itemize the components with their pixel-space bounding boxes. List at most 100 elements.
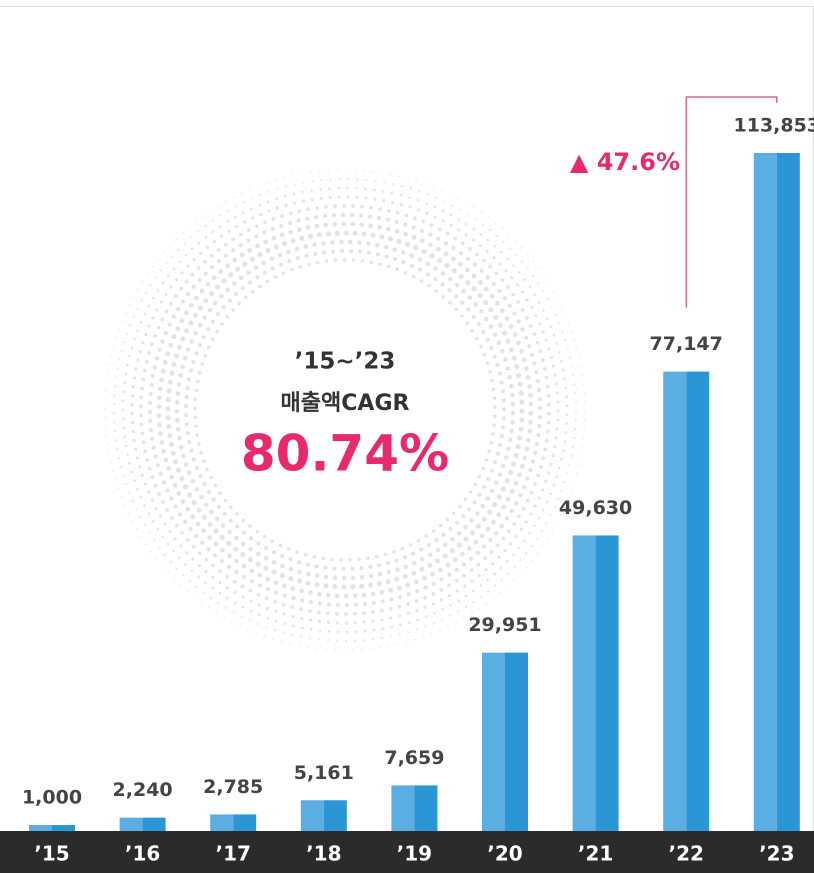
ring-dot bbox=[207, 307, 213, 313]
ring-dot bbox=[255, 275, 260, 280]
ring-dot bbox=[530, 305, 534, 310]
ring-dot bbox=[451, 245, 456, 251]
ring-dot bbox=[264, 596, 269, 601]
ring-dot bbox=[187, 492, 193, 498]
ring-dot bbox=[576, 348, 578, 350]
ring-dot bbox=[256, 592, 261, 597]
ring-dot bbox=[541, 545, 544, 547]
ring-dot bbox=[209, 210, 212, 212]
ring-dot bbox=[407, 621, 411, 624]
ring-dot bbox=[175, 418, 180, 423]
ring-dot bbox=[562, 368, 565, 372]
ring-dot bbox=[519, 408, 525, 414]
ring-dot bbox=[197, 322, 203, 328]
ring-dot bbox=[262, 230, 267, 235]
ring-dot bbox=[433, 205, 437, 209]
ring-dot bbox=[352, 593, 358, 599]
ring-dot bbox=[264, 546, 269, 551]
ring-dot bbox=[441, 532, 446, 537]
ring-dot bbox=[257, 583, 262, 588]
ring-dot bbox=[345, 169, 347, 171]
ring-dot bbox=[551, 453, 555, 458]
ring-dot bbox=[263, 635, 266, 637]
ring-dot bbox=[433, 277, 438, 282]
ring-dot bbox=[171, 255, 174, 258]
ring-dot bbox=[439, 598, 444, 602]
ring-dot bbox=[466, 307, 471, 312]
ring-dot bbox=[154, 276, 157, 279]
ring-dot bbox=[470, 579, 474, 583]
ring-dot bbox=[380, 599, 385, 604]
ring-dot bbox=[489, 488, 495, 494]
ring-dot bbox=[283, 194, 287, 198]
ring-dot bbox=[323, 565, 328, 570]
ring-dot bbox=[500, 278, 505, 282]
ring-dot bbox=[497, 288, 502, 294]
ring-dot bbox=[247, 628, 249, 631]
ring-dot bbox=[299, 607, 303, 612]
ring-dot bbox=[188, 368, 193, 373]
ring-dot bbox=[433, 266, 438, 271]
ring-dot bbox=[293, 201, 297, 205]
ring-dot bbox=[324, 259, 329, 263]
ring-dot bbox=[417, 257, 423, 262]
ring-dot bbox=[505, 366, 511, 371]
ring-dot bbox=[433, 215, 437, 219]
ring-dot bbox=[175, 238, 177, 241]
ring-dot bbox=[405, 582, 411, 588]
ring-dot bbox=[180, 364, 185, 370]
ring-dot bbox=[226, 220, 230, 223]
ring-dot bbox=[540, 358, 545, 362]
ring-dot bbox=[171, 361, 177, 368]
ring-dot bbox=[452, 557, 458, 563]
ring-dot bbox=[207, 521, 213, 527]
ring-dot bbox=[317, 610, 321, 615]
ring-dot bbox=[388, 606, 393, 611]
ring-dot bbox=[463, 584, 467, 588]
ring-dot bbox=[146, 490, 151, 494]
ring-dot bbox=[194, 533, 199, 539]
ring-dot bbox=[514, 240, 517, 242]
ring-dot bbox=[512, 264, 515, 267]
ring-dot bbox=[515, 283, 519, 287]
ring-dot bbox=[545, 522, 548, 525]
ring-dot bbox=[186, 377, 191, 382]
ring-dot bbox=[257, 623, 260, 626]
ring-dot bbox=[308, 609, 312, 613]
ring-dot bbox=[419, 279, 424, 283]
ring-dot bbox=[509, 542, 513, 546]
ring-dot bbox=[173, 537, 177, 541]
ring-dot bbox=[176, 344, 182, 350]
ring-dot bbox=[148, 391, 153, 397]
ring-dot bbox=[563, 377, 567, 381]
ring-dot bbox=[551, 530, 554, 532]
ring-dot bbox=[512, 332, 518, 337]
bar-shade bbox=[686, 371, 710, 831]
ring-dot bbox=[403, 271, 408, 275]
ring-dot bbox=[520, 290, 525, 294]
ring-dot bbox=[455, 621, 457, 624]
value-label: 113,853 bbox=[734, 115, 814, 137]
ring-dot bbox=[493, 314, 499, 320]
ring-dot bbox=[350, 584, 356, 590]
ring-dot bbox=[481, 258, 486, 263]
ring-dot bbox=[130, 412, 134, 416]
ring-dot bbox=[287, 220, 292, 226]
ring-dot bbox=[107, 372, 109, 374]
ring-dot bbox=[541, 330, 545, 334]
ring-dot bbox=[305, 562, 310, 567]
ring-dot bbox=[334, 230, 340, 236]
ring-dot bbox=[461, 288, 466, 294]
ring-dot bbox=[369, 647, 372, 650]
ring-dot bbox=[274, 179, 277, 182]
ring-dot bbox=[241, 518, 246, 523]
ring-dot bbox=[234, 535, 239, 541]
ring-dot bbox=[143, 504, 146, 507]
ring-dot bbox=[389, 597, 394, 602]
ring-dot bbox=[179, 286, 183, 291]
ring-dot bbox=[537, 405, 543, 411]
ring-dot bbox=[570, 489, 572, 492]
ring-dot bbox=[534, 370, 539, 375]
ring-dot bbox=[528, 401, 534, 407]
ring-dot bbox=[183, 310, 189, 316]
